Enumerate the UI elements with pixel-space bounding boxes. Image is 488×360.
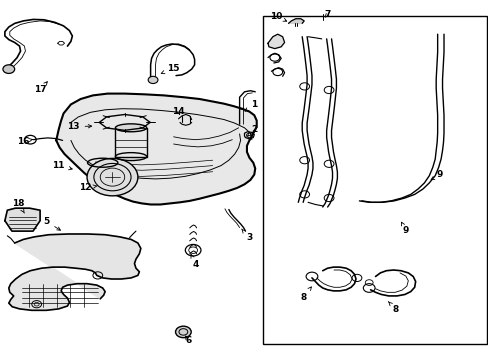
- Text: 16: 16: [17, 136, 33, 145]
- Text: 10: 10: [269, 12, 286, 21]
- Text: 2: 2: [247, 125, 257, 136]
- Circle shape: [87, 158, 138, 196]
- Text: 8: 8: [300, 287, 311, 302]
- Polygon shape: [56, 94, 256, 204]
- Text: 7: 7: [324, 10, 330, 19]
- Bar: [263, 16, 486, 344]
- Circle shape: [175, 326, 191, 338]
- Polygon shape: [9, 234, 141, 310]
- Text: 9: 9: [430, 170, 443, 180]
- Text: 18: 18: [12, 199, 25, 213]
- Text: 4: 4: [190, 255, 199, 269]
- Text: 3: 3: [241, 229, 252, 242]
- Text: 8: 8: [387, 302, 398, 314]
- Polygon shape: [288, 19, 304, 23]
- Polygon shape: [5, 208, 40, 231]
- Circle shape: [148, 76, 158, 84]
- Text: 12: 12: [79, 184, 97, 192]
- Text: 17: 17: [34, 82, 47, 94]
- Text: 15: 15: [161, 64, 180, 74]
- Text: 13: 13: [67, 122, 91, 131]
- Text: 6: 6: [185, 336, 191, 345]
- Text: 1: 1: [244, 100, 257, 111]
- Circle shape: [3, 65, 15, 73]
- Polygon shape: [267, 34, 284, 49]
- Text: 11: 11: [52, 161, 72, 170]
- Text: 9: 9: [401, 222, 408, 235]
- Ellipse shape: [115, 124, 146, 132]
- Text: 5: 5: [43, 217, 61, 230]
- Text: 14: 14: [172, 107, 184, 116]
